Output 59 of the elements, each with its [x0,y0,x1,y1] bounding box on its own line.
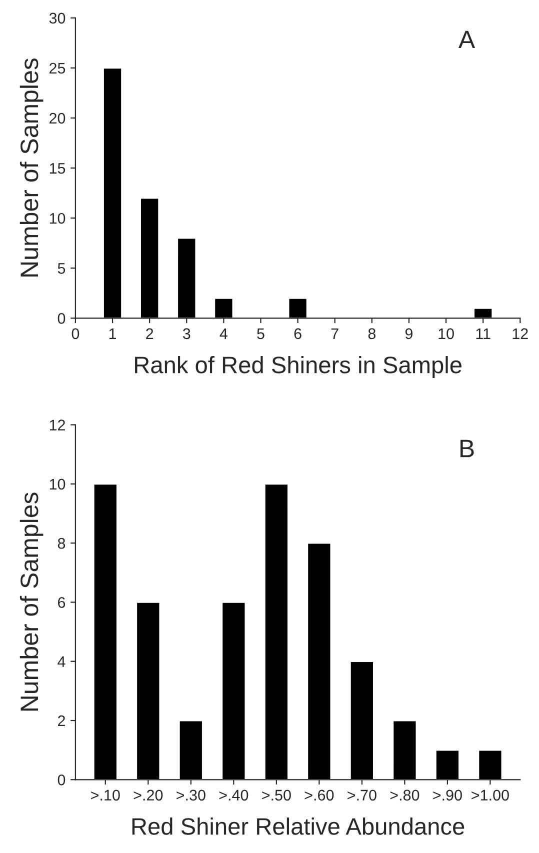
x-tick-label: 6 [294,328,302,340]
y-tick-label: 0 [58,313,66,324]
y-tick-label: 10 [50,478,66,490]
x-tick-label: 4 [220,328,228,339]
x-tick-label: >.80 [390,790,420,801]
x-tick-label: 3 [182,328,190,340]
x-tick-label: >.40 [219,790,248,801]
x-tick-label: >.50 [262,790,291,801]
x-tick-label: 2 [146,328,154,339]
annotation: B [460,440,474,458]
y-tick-label: 10 [50,212,66,224]
bar [178,720,204,780]
x-tick-label: 0 [72,328,80,340]
x-tick-label: 10 [438,328,454,340]
bar [214,297,234,318]
x-tick-label: >.30 [176,790,206,801]
bar [102,67,122,318]
x-tick-label: 8 [368,328,376,340]
y-tick-label: 8 [58,538,66,549]
bar [176,237,197,318]
x-tick-label: 5 [257,328,264,340]
x-tick-label: 7 [331,328,338,339]
bar [473,307,494,318]
y-tick-label: 30 [49,12,66,24]
x-tick-label: 12 [512,328,528,339]
x-tick-label: 1 [109,328,116,339]
annotation: A [458,30,476,48]
x-axis-title: Red Shiner Relative Abundance [132,817,464,835]
y-tick-label: 15 [50,163,66,174]
bar [221,602,246,780]
bar [264,483,289,780]
y-axis-title: Number of Samples [20,58,44,276]
x-tick-label: 9 [405,328,412,340]
bar [434,749,460,780]
bar [306,542,332,780]
y-tick-label: 20 [50,112,66,124]
y-tick-label: 4 [58,656,66,667]
y-tick-label: 0 [58,774,66,786]
y-tick-label: 12 [50,420,65,430]
x-tick-label: >.90 [433,790,462,801]
bar [349,660,374,780]
y-tick-label: 6 [58,597,66,608]
y-tick-label: 2 [58,715,65,726]
bar [92,483,118,780]
x-tick-label: >.60 [304,790,334,801]
bar [136,602,161,780]
bar [140,197,160,318]
x-tick-label: >.10 [91,790,120,801]
bar [478,749,503,780]
x-axis-title: Rank of Red Shiners in Sample [135,356,462,378]
x-tick-label: >.70 [348,790,376,801]
x-tick-label: 11 [476,328,490,339]
x-tick-label: >.20 [134,790,163,801]
bar [392,720,418,780]
x-tick-label: >1.00 [472,790,509,801]
y-tick-label: 25 [50,62,66,74]
y-axis-title: Number of Samples [20,492,44,711]
bar [288,297,308,318]
y-tick-label: 5 [58,263,66,274]
